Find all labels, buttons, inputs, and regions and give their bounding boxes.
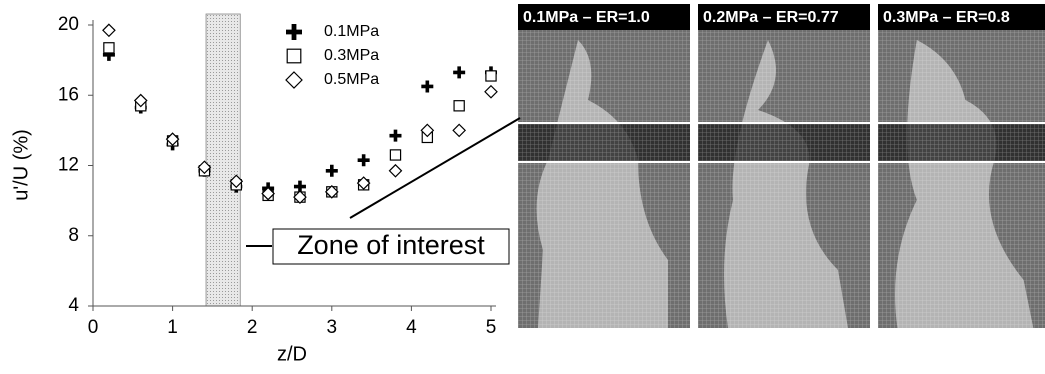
marker-plus [357, 154, 370, 167]
highlight-zone [205, 13, 241, 307]
panel-title-bar [878, 4, 1045, 30]
marker-diamond [229, 174, 244, 189]
image-panel: 0.1MPa – ER=1.0 [518, 0, 698, 369]
marker-square [485, 70, 497, 82]
legend-label: 0.1MPa [324, 23, 379, 40]
marker-plus [453, 66, 466, 79]
legend-marker [285, 71, 303, 89]
y-tick-label: 20 [58, 14, 79, 35]
marker-square [389, 149, 402, 161]
marker-diamond [484, 84, 498, 99]
panel-clip-right [870, 0, 878, 369]
panel-clip-right [690, 0, 698, 369]
image-panel: 0.3MPa – ER=0.8 [878, 4, 1045, 328]
y-axis-label: u'/U (%) [10, 129, 32, 201]
legend-label: 0.5MPa [324, 71, 379, 88]
x-tick-label: 5 [486, 317, 497, 338]
y-tick-label: 4 [68, 295, 79, 316]
marker-diamond [452, 123, 467, 138]
legend-label: 0.3MPa [324, 47, 379, 64]
annotation-text: Zone of interest [297, 230, 485, 260]
marker-plus [325, 164, 338, 177]
panel-title-bar [518, 4, 690, 30]
y-tick-label: 16 [58, 84, 79, 105]
marker-diamond [165, 132, 180, 147]
panels: 0.1MPa – ER=1.0 0.2MPa – ER=0.77 0.3MPa – … [518, 0, 1045, 369]
y-tick-label: 8 [68, 225, 79, 246]
x-tick-label: 2 [247, 317, 258, 338]
panel-title: 0.3MPa – ER=0.8 [883, 9, 1010, 26]
marker-plus [421, 80, 434, 93]
marker-square [103, 42, 115, 54]
legend-marker [286, 24, 302, 40]
panel-grid [518, 30, 690, 328]
x-tick-label: 4 [406, 317, 417, 338]
panel-title-bar [698, 4, 870, 30]
x-tick-label: 1 [167, 317, 178, 338]
marker-diamond [133, 93, 148, 108]
panel-grid [698, 30, 870, 328]
panel-title: 0.2MPa – ER=0.77 [703, 9, 839, 26]
marker-diamond [293, 190, 307, 204]
marker-diamond [356, 176, 371, 190]
x-axis-label: z/D [277, 343, 307, 365]
marker-diamond [324, 184, 339, 199]
marker-square [453, 100, 465, 112]
marker-diamond [102, 23, 116, 38]
marker-diamond [388, 163, 403, 178]
panel-grid [878, 30, 1045, 328]
x-tick-label: 3 [327, 317, 338, 338]
legend-marker [286, 48, 302, 64]
x-tick-label: 0 [88, 317, 99, 338]
annotation-box [272, 228, 510, 265]
y-tick-label: 12 [58, 155, 79, 176]
marker-diamond [420, 123, 435, 138]
marker-diamond [261, 186, 275, 201]
marker-plus [389, 129, 402, 142]
annotation-pointer [349, 117, 521, 219]
marker-diamond [197, 160, 212, 175]
panel-title: 0.1MPa – ER=1.0 [523, 9, 650, 26]
image-panel: 0.2MPa – ER=0.77 [698, 0, 878, 369]
